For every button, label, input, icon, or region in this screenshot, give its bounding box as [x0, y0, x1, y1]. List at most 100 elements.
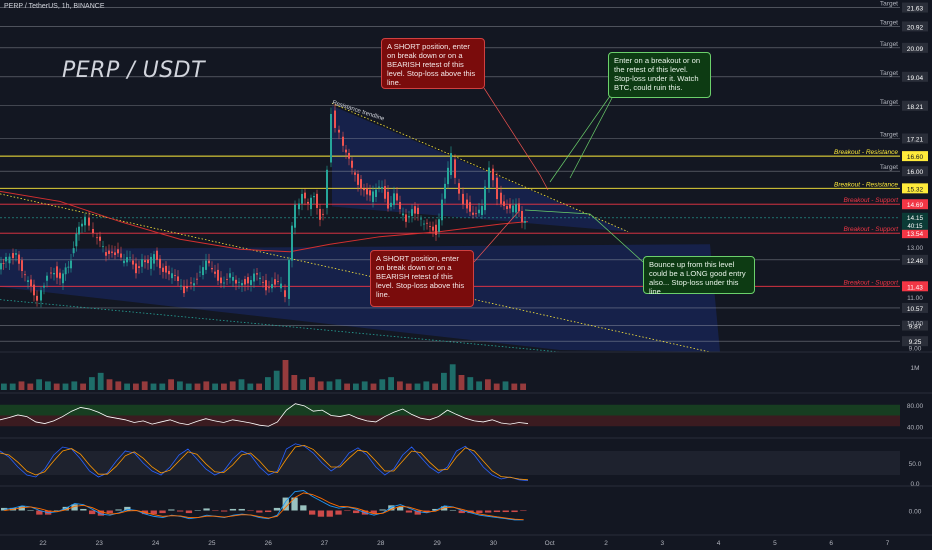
- candle-body: [226, 278, 228, 280]
- price-tag-value: 16.60: [907, 154, 924, 161]
- macd-histogram-bar: [229, 508, 237, 511]
- price-tag-value: 18.21: [907, 104, 924, 111]
- candle-body: [319, 208, 321, 220]
- candle-body: [129, 257, 131, 259]
- candle-body: [326, 169, 328, 208]
- candle-body: [503, 201, 505, 207]
- price-tag: [902, 199, 928, 210]
- time-axis-label: 22: [39, 540, 47, 547]
- macd-histogram-bar: [97, 510, 105, 516]
- macd-histogram-bar: [185, 510, 193, 514]
- volume-bar: [133, 383, 139, 390]
- volume-bar: [18, 381, 25, 390]
- macd-histogram-bar: [405, 510, 413, 513]
- candle-body: [111, 251, 113, 253]
- candle-body: [43, 285, 45, 288]
- candle-body: [144, 260, 146, 263]
- candle-body: [277, 281, 279, 282]
- candle-body: [393, 193, 395, 206]
- macd-histogram-bar: [432, 508, 439, 511]
- candle-body: [123, 260, 125, 264]
- current-price-tag: [902, 212, 928, 230]
- candle-body: [426, 222, 428, 224]
- candle-body: [33, 284, 35, 296]
- price-axis-label: 9.00: [909, 345, 922, 352]
- candle-body: [458, 183, 460, 194]
- long-breakout-connector-2: [569, 97, 613, 179]
- candle-body: [92, 228, 94, 234]
- candle-body: [512, 205, 514, 213]
- annotation-short-top[interactable]: A SHORT position, enter on break down or…: [381, 38, 485, 89]
- volume-bar: [62, 383, 69, 390]
- macd-histogram-bar: [80, 508, 87, 511]
- macd-histogram-bar: [397, 506, 404, 511]
- candle-body: [466, 199, 468, 209]
- annotation-short-bottom[interactable]: A SHORT position, enter on break down or…: [370, 250, 474, 307]
- candle-body: [250, 280, 252, 285]
- candle-body: [217, 269, 219, 281]
- level-label: Breakout - Resistance: [834, 149, 898, 156]
- level-label: Breakout - Support: [843, 226, 899, 233]
- time-axis-label: 25: [208, 540, 216, 547]
- candle-body: [284, 290, 286, 297]
- candle-body: [153, 254, 155, 264]
- candle-body: [399, 202, 401, 210]
- candle-body: [387, 191, 389, 209]
- volume-bar: [361, 381, 368, 390]
- candle-body: [84, 216, 86, 226]
- candle-body: [18, 254, 20, 264]
- macd-histogram-bar: [520, 510, 527, 512]
- time-axis-label: 7: [886, 540, 890, 547]
- volume-bar: [485, 379, 491, 390]
- candle-body: [159, 258, 161, 269]
- volume-bar: [326, 381, 333, 390]
- candle-body: [15, 253, 17, 255]
- volume-bar: [238, 379, 245, 390]
- candle-body: [88, 217, 90, 226]
- candle-body: [70, 260, 72, 269]
- candle-body: [168, 270, 170, 275]
- macd-histogram-bar: [203, 508, 210, 511]
- candle-body: [64, 267, 67, 275]
- volume-bar: [71, 381, 78, 390]
- volume-bar: [511, 383, 518, 390]
- long-breakout-connector-1: [549, 95, 611, 183]
- time-axis-label: 2: [604, 540, 608, 547]
- macd-histogram-bar: [168, 509, 175, 511]
- candle-body: [190, 282, 192, 284]
- volume-bar: [476, 381, 482, 390]
- annotation-long-breakout[interactable]: Enter on a breakout or on the retest of …: [608, 52, 711, 98]
- price-tag: [902, 228, 928, 239]
- candle-body: [102, 246, 104, 248]
- candle-body: [381, 187, 383, 189]
- candle-body: [291, 225, 293, 261]
- candle-body: [59, 272, 61, 279]
- candle-body: [208, 260, 210, 264]
- candle-body: [229, 273, 231, 278]
- level-label: Target: [880, 131, 898, 138]
- candle-body: [316, 193, 318, 208]
- macd-histogram-bar: [124, 506, 131, 511]
- macd-histogram-bar: [309, 510, 316, 515]
- candle-body: [202, 267, 204, 276]
- price-tag: [902, 336, 928, 347]
- volume-bar: [370, 383, 377, 390]
- wedge-lower-trendline: [0, 299, 561, 353]
- candle-body: [132, 260, 134, 265]
- macd-histogram-bar: [71, 504, 78, 511]
- candle-body: [265, 280, 267, 291]
- candle-body: [214, 271, 216, 274]
- candle-body: [390, 202, 392, 207]
- candle-body: [2, 263, 5, 264]
- candle-body: [481, 206, 483, 215]
- volume-bar: [177, 381, 183, 390]
- volume-bar: [256, 383, 262, 390]
- candle-body: [274, 279, 276, 285]
- candle-body: [180, 285, 182, 287]
- volume-bar: [106, 379, 113, 390]
- candle-body: [354, 172, 356, 175]
- volume-bar: [141, 381, 148, 390]
- annotation-bounce-long[interactable]: Bounce up from this level could be a LON…: [643, 256, 755, 296]
